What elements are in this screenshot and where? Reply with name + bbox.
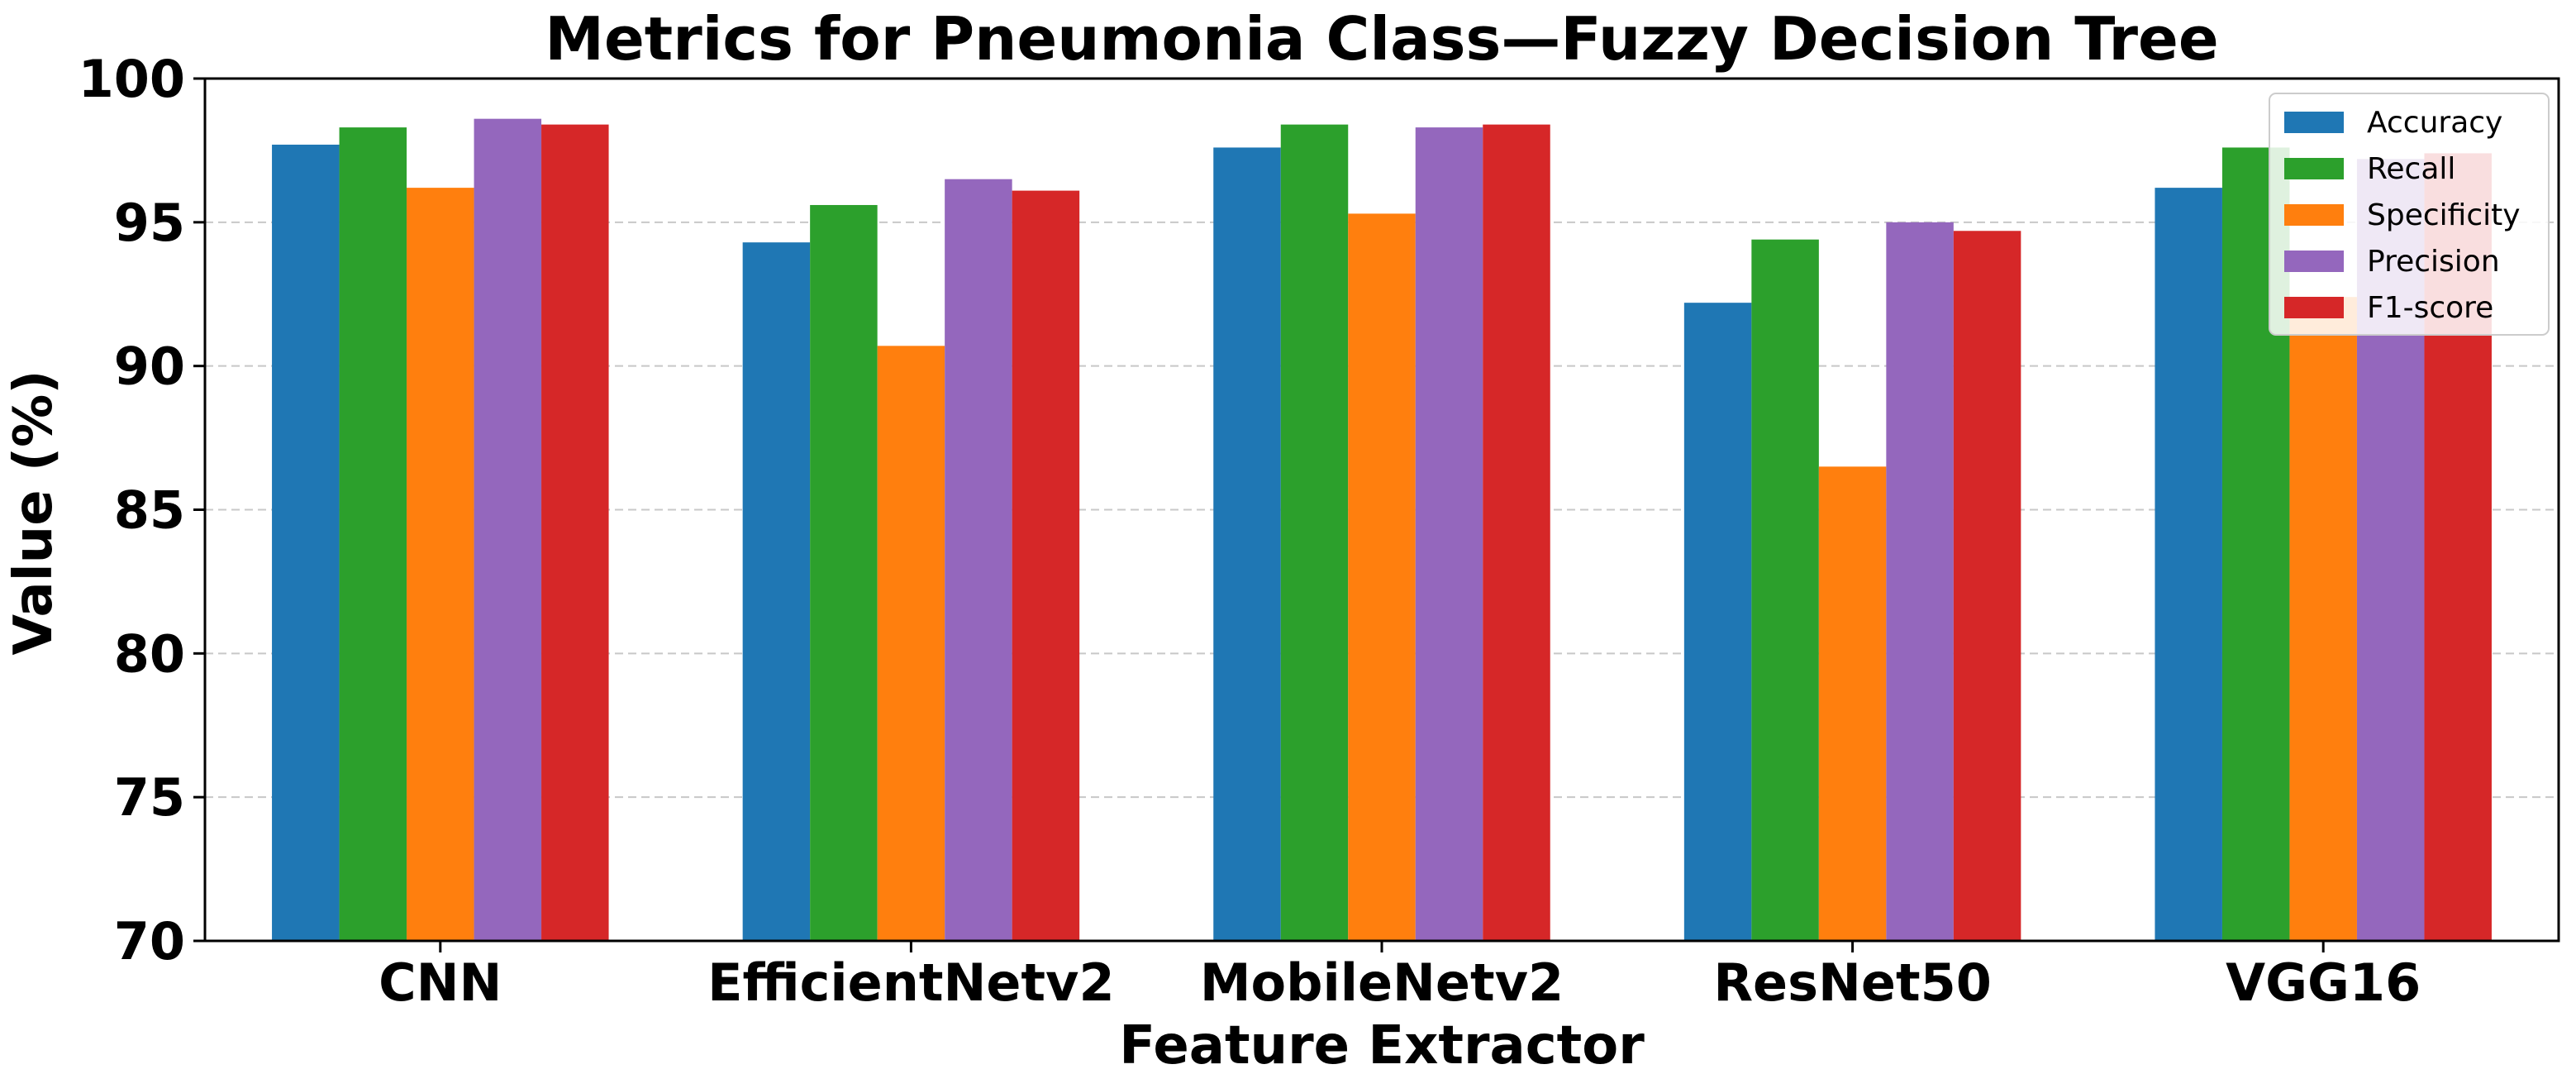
legend-swatch-precision [2284, 251, 2344, 272]
bar-f1-score-resnet50 [1953, 231, 2021, 942]
bar-accuracy-efficientnetv2 [742, 242, 811, 941]
bar-precision-mobilenetv2 [1415, 127, 1483, 941]
bar-accuracy-resnet50 [1683, 303, 1752, 941]
y-axis-ticks: 70 75 80 85 90 95 100 [79, 49, 205, 971]
bar-recall-mobilenetv2 [1280, 124, 1349, 942]
bar-accuracy-cnn [272, 144, 340, 942]
legend-box [2269, 93, 2550, 336]
legend-swatch-accuracy [2284, 112, 2344, 133]
y-tick-label: 95 [114, 193, 185, 253]
y-tick-label: 75 [114, 767, 185, 828]
bar-specificity-cnn [407, 188, 474, 941]
y-tick-label: 90 [114, 337, 185, 397]
bar-precision-cnn [474, 118, 542, 941]
legend-label-f1-score: F1-score [2367, 291, 2493, 325]
x-axis-label: Feature Extractor [1119, 1015, 1645, 1074]
legend-label-precision: Precision [2367, 245, 2500, 279]
y-tick-label: 70 [114, 911, 185, 971]
legend-swatch-specificity [2284, 204, 2344, 226]
legend: Accuracy Recall Specificity Precision F1-sco… [2269, 93, 2550, 336]
bar-specificity-vgg16 [2289, 297, 2357, 941]
x-axis-ticks: CNN EfficientNetv2 MobileNetv2 ResNet50 VGG1… [379, 941, 2421, 1013]
x-tick-label: VGG16 [2226, 952, 2421, 1013]
bar-f1-score-mobilenetv2 [1483, 124, 1550, 942]
legend-swatch-f1-score [2284, 297, 2344, 318]
chart-title: Metrics for Pneumonia Class—Fuzzy Decisi… [545, 4, 2218, 74]
bar-recall-resnet50 [1751, 239, 1819, 941]
bar-recall-efficientnetv2 [810, 204, 878, 941]
x-tick-label: ResNet50 [1713, 952, 1992, 1013]
bar-precision-efficientnetv2 [945, 179, 1012, 941]
legend-label-recall: Recall [2367, 152, 2455, 186]
y-tick-label: 85 [114, 480, 185, 541]
bar-precision-resnet50 [1886, 222, 1954, 941]
y-axis-label: Value (%) [3, 370, 64, 655]
bar-accuracy-vgg16 [2155, 188, 2222, 941]
bars-group [272, 118, 2492, 942]
bar-specificity-mobilenetv2 [1348, 213, 1416, 941]
y-tick-label: 100 [79, 49, 185, 109]
x-tick-label: MobileNetv2 [1200, 952, 1564, 1013]
bar-f1-score-efficientnetv2 [1012, 190, 1080, 942]
x-tick-label: EfficientNetv2 [707, 952, 1114, 1013]
bar-specificity-resnet50 [1818, 466, 1887, 941]
legend-label-specificity: Specificity [2367, 198, 2521, 232]
legend-swatch-recall [2284, 158, 2344, 179]
bar-f1-score-cnn [541, 124, 609, 942]
bar-specificity-efficientnetv2 [877, 346, 945, 942]
y-tick-label: 80 [114, 623, 185, 684]
x-tick-label: CNN [379, 952, 502, 1013]
legend-label-accuracy: Accuracy [2367, 106, 2502, 140]
bar-recall-cnn [339, 127, 407, 941]
bar-accuracy-mobilenetv2 [1213, 147, 1281, 941]
